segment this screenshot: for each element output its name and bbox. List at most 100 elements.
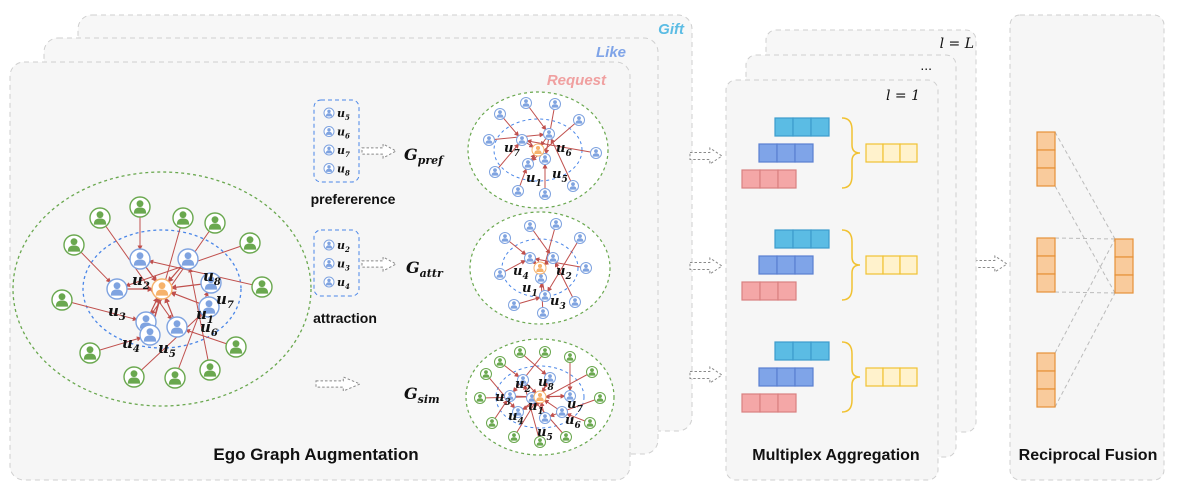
embedding-gift [774,341,830,361]
neighbor-node [204,212,226,234]
g-attr-edge [554,262,576,303]
g-sim-inner-node [504,390,516,402]
g-pref-outer-node [549,98,561,110]
g-sim-label-u5: u5 [537,425,553,443]
g-sim-outer-node [584,417,596,429]
neighbor-node [164,367,186,389]
g-sim-inner-node [517,374,529,386]
g-attr: u4 u2 u1 u3 [469,211,611,325]
g-pref-edge [494,143,520,173]
g-sim-edge [485,373,516,409]
relation-embedding [1036,131,1056,187]
user-node-u3 [106,278,128,300]
fusion-link [1054,237,1116,240]
graph-label-sim: Gsim [404,384,440,406]
g-attr-outer-node [499,232,511,244]
g-sim-inner-node [556,406,568,418]
g-sim-inner-node [539,412,551,424]
g-sim-outer-node [486,417,498,429]
relation-label-like: Like [596,44,626,61]
user-label-u2: u2 [132,271,150,292]
aggregation-brace [841,341,861,413]
g-pref-outer-node [512,185,524,197]
g-pref-outer-node [483,134,495,146]
g-attr-edge [534,257,587,269]
g-sim-outer-node [514,346,526,358]
attr-list-node-2 [323,239,335,251]
g-attr-outer-node [508,299,520,311]
g-attr-outer-node [580,262,592,274]
neighbor-node [89,207,111,229]
user-label-u3: u3 [108,302,126,323]
attr-list-label-3: u3 [337,258,350,273]
g-attr-edge [547,237,581,293]
g-sim: u2 u8 u3 u1 u7 u4 u5 u6 [465,338,615,456]
layer-label-1: l = 1 [886,88,920,104]
g-pref-inner-node [516,134,528,146]
g-attr-label-u1: u1 [522,281,538,299]
g-sim-outer-node [539,346,551,358]
g-sim-outer-node [474,392,486,404]
g-sim-outer-node [586,366,598,378]
attraction-caption: attraction [313,310,377,326]
graph-label-attr: Gattr [406,258,444,280]
neighbor-node [63,234,85,256]
embedding-like [758,367,814,387]
to-fusion-arrow [974,255,1008,273]
g-sim-label-u4: u4 [508,409,524,427]
g-attr-inner-node [539,290,551,302]
arrow-to-g-attr [361,256,398,272]
ego-neighbor-edge [133,312,203,378]
to-multiplex-arrow [689,147,723,165]
g-pref-outer-node [494,108,506,120]
fusion-panel-title: Reciprocal Fusion [1019,447,1158,464]
g-attr-outer-node [550,218,562,230]
g-sim-label-u6: u6 [565,413,581,431]
neighbor-node [79,342,101,364]
g-attr-inner-node [524,252,536,264]
neighbor-node [239,232,261,254]
pref-list-node-5 [323,107,335,119]
g-sim-inner-node [564,390,576,402]
multiplex-panel-title: Multiplex Aggregation [752,447,919,464]
embedding-request [741,393,797,413]
user-label-u4: u4 [122,334,140,355]
ego-outer-ring [12,171,312,407]
graph-label-pref: Gpref [404,145,445,167]
user-label-u1: u1 [196,305,214,326]
fusion-link [1054,238,1116,354]
g-sim-outer-node [480,368,492,380]
g-sim-label-u8: u8 [538,375,554,393]
g-attr-outer-node [574,232,586,244]
pref-list-node-7 [323,144,335,156]
g-sim-outer-node [560,431,572,443]
g-attr-label-u3: u3 [550,294,566,312]
pref-list-label-8: u8 [337,163,350,178]
user-node-u7 [200,272,222,294]
ego-inner-ring [82,229,242,349]
pref-list-label-5: u5 [337,107,350,122]
layer-label-dots: ... [920,57,932,73]
arrow-to-g-sim [315,376,362,392]
g-pref-inner-node [522,158,534,170]
g-sim-edge [512,351,546,393]
aggregation-brace [841,229,861,301]
neighbor-node [251,276,273,298]
embedding-gift [774,229,830,249]
layer-1 [725,79,939,481]
g-attr-label-u4: u4 [513,264,529,282]
user-node-u2 [129,248,151,270]
pref-list-node-8 [323,163,335,174]
g-attr-outer-node [494,268,506,280]
ego-neighbor-edge [61,299,138,321]
relation-label-request: Request [547,72,607,89]
g-pref-label-u5: u5 [552,167,568,185]
user-label-u5: u5 [158,339,176,360]
g-pref-outer-node [520,97,532,109]
attr-list-node-3 [323,258,335,269]
fusion-background [1009,14,1165,481]
layer-label-L: l = L [940,36,974,52]
